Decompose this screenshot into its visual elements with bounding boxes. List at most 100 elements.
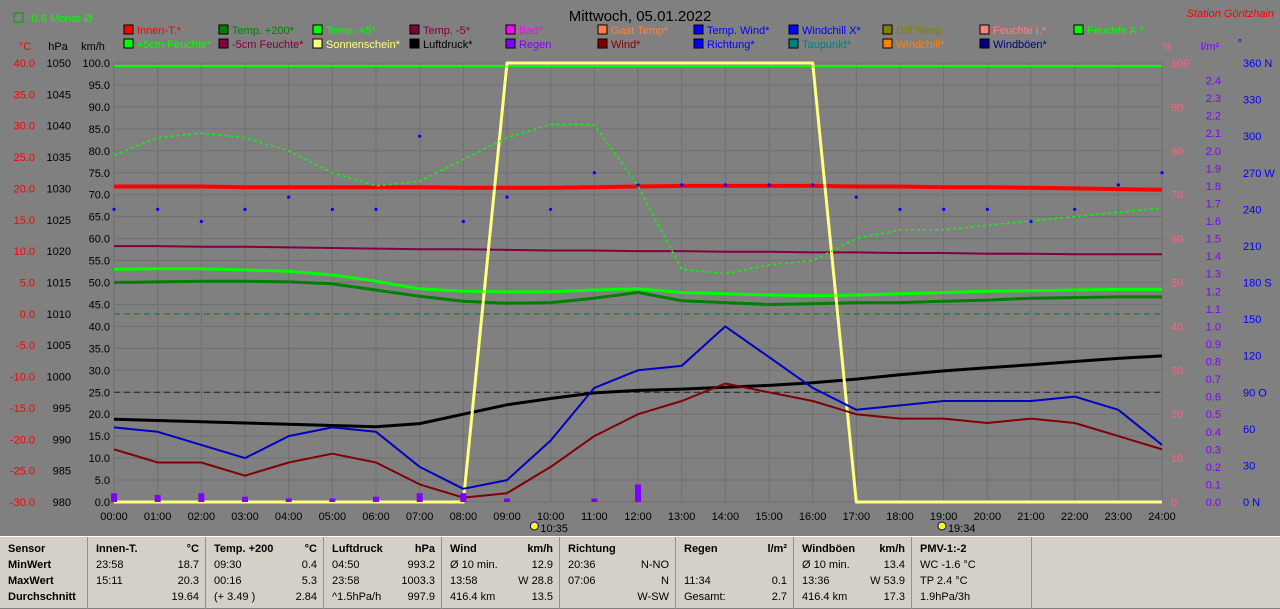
legend-swatch — [882, 24, 893, 35]
table-cell-value: 1003.3 — [401, 575, 435, 587]
direction-point — [1073, 207, 1077, 211]
legend-swatch — [979, 24, 990, 35]
direction-point — [985, 207, 989, 211]
table-column: Wind km/h Ø 10 min. 12.9 13:58 W 28.8 416.4 km… — [442, 537, 560, 609]
rain-bar — [285, 498, 292, 502]
direction-point — [1160, 171, 1164, 175]
legend-swatch — [123, 38, 134, 49]
legend-swatch — [312, 38, 323, 49]
legend-label: Temp. +200* — [232, 25, 295, 37]
table-cell-time: 1.9hPa/3h — [920, 591, 971, 603]
table-column-unit: l/m² — [767, 543, 787, 555]
rain-tick-label: 0.2 — [1206, 462, 1221, 474]
temp-tick-label: 20.0 — [14, 183, 35, 195]
legend-label: Windböen* — [993, 39, 1048, 51]
summary-table: Sensor MinWert MaxWert Durchschnitt Inne… — [0, 536, 1280, 609]
rain-tick-label: 0.5 — [1206, 409, 1221, 421]
direction-point — [680, 183, 684, 187]
direction-point — [461, 219, 465, 224]
legend-swatch — [409, 38, 420, 49]
direction-point — [243, 207, 247, 211]
rain-tick-label: 1.5 — [1206, 234, 1221, 246]
wind-tick-label: 65.0 — [89, 212, 110, 224]
pressure-tick-label: 995 — [53, 403, 71, 415]
pressure-tick-label: 1025 — [47, 215, 71, 227]
legend-swatch — [597, 38, 608, 49]
table-column: Luftdruck hPa 04:50 993.2 23:58 1003.3 ^1.5hPa… — [324, 537, 442, 609]
legend-swatch — [788, 24, 799, 35]
rain-tick-label: 0.9 — [1206, 339, 1221, 351]
temp-tick-label: -5.0 — [16, 340, 35, 352]
rain-tick-label: 2.4 — [1206, 76, 1221, 88]
table-column: Richtung 20:36 N-NO 07:06 N W-SW — [560, 537, 676, 609]
table-cell-value: 0.1 — [771, 575, 787, 587]
wind-tick-label: 10.0 — [89, 453, 110, 465]
rain-tick-label: 0.8 — [1206, 357, 1221, 369]
legend-label: Luftdruck* — [423, 39, 473, 51]
table-column-head: Windböen — [802, 543, 856, 555]
wind-tick-label: 0.0 — [95, 497, 110, 509]
direction-point — [549, 207, 553, 211]
wind-tick-label: 75.0 — [89, 168, 110, 180]
legend-swatch — [693, 24, 704, 35]
rain-tick-label: 1.9 — [1206, 163, 1221, 175]
legend-label: Wind* — [611, 39, 641, 51]
temp-tick-label: -30.0 — [10, 497, 35, 509]
table-cell-value: 5.3 — [301, 575, 317, 587]
table-cell-time: 09:30 — [214, 559, 242, 571]
legend-label: Sonnenschein* — [326, 39, 401, 51]
table-cell-time: Gesamt: — [684, 591, 726, 603]
time-tick-label: 03:00 — [231, 511, 259, 523]
sunset-icon — [937, 521, 947, 531]
table-cell-time: 416.4 km — [802, 591, 848, 603]
weather-chart: 40.0 35.0 30.0 25.0 20.0 15.0 10.0 5.0 0.0 -5.0 -1… — [9, 8, 1276, 535]
pressure-tick-label: 1030 — [47, 183, 71, 195]
table-column-head: Innen-T. — [96, 543, 138, 555]
legend-label: Taupunkt* — [802, 39, 852, 51]
sunrise-label: 10:35 — [540, 523, 568, 535]
wind-tick-label: 50.0 — [89, 278, 110, 290]
temp-tick-label: 5.0 — [20, 278, 35, 290]
dir-tick-label: 300 — [1243, 131, 1261, 143]
rain-tick-label: 1.6 — [1206, 216, 1221, 228]
temp-tick-label: -15.0 — [10, 403, 35, 415]
legend-swatch — [218, 24, 229, 35]
table-column-unit: km/h — [527, 543, 553, 555]
time-tick-label: 16:00 — [799, 511, 827, 523]
legend-label: Temp. +5* — [326, 25, 377, 37]
percent-tick-label: 90 — [1171, 102, 1183, 114]
rain-tick-label: 0.6 — [1206, 392, 1221, 404]
time-tick-label: 24:00 — [1148, 511, 1176, 523]
chart-legend: Innen-T.* Temp. +200* Temp. +5* Temp. -5* Ba… — [123, 24, 1145, 51]
table-column-unit: km/h — [879, 543, 905, 555]
wind-tick-label: 30.0 — [89, 365, 110, 377]
direction-point — [636, 183, 640, 187]
wind-tick-label: 60.0 — [89, 234, 110, 246]
direction-point — [199, 219, 203, 224]
direction-point — [811, 183, 815, 187]
table-cell-value: 19.64 — [171, 591, 199, 603]
percent-axis-title: % — [1162, 41, 1172, 53]
dir-axis-title: ° — [1238, 38, 1242, 50]
table-cell-value: 17.3 — [883, 591, 905, 603]
time-tick-label: 23:00 — [1105, 511, 1133, 523]
table-cell-time: Ø 10 min. — [802, 559, 850, 571]
time-tick-label: 20:00 — [974, 511, 1002, 523]
legend-label: Windchill X* — [802, 25, 861, 37]
table-column-head: Wind — [450, 543, 477, 555]
table-column-unit: °C — [186, 543, 199, 555]
table-cell-time: 00:16 — [214, 575, 242, 587]
rain-tick-label: 1.1 — [1206, 304, 1221, 316]
legend-swatch — [218, 38, 229, 49]
table-cell-value: W-SW — [637, 591, 669, 603]
row-label-max: MaxWert — [8, 575, 54, 587]
rain-bar — [460, 493, 467, 502]
direction-point — [287, 195, 291, 199]
wind-tick-label: 80.0 — [89, 146, 110, 158]
legend-label: -5cm Feuchte* — [232, 39, 304, 51]
pressure-tick-label: 1000 — [47, 372, 71, 384]
table-cell-value: N-NO — [640, 559, 669, 571]
rain-tick-label: 1.2 — [1206, 286, 1221, 298]
rain-bar — [373, 496, 379, 502]
time-tick-label: 00:00 — [100, 511, 128, 523]
